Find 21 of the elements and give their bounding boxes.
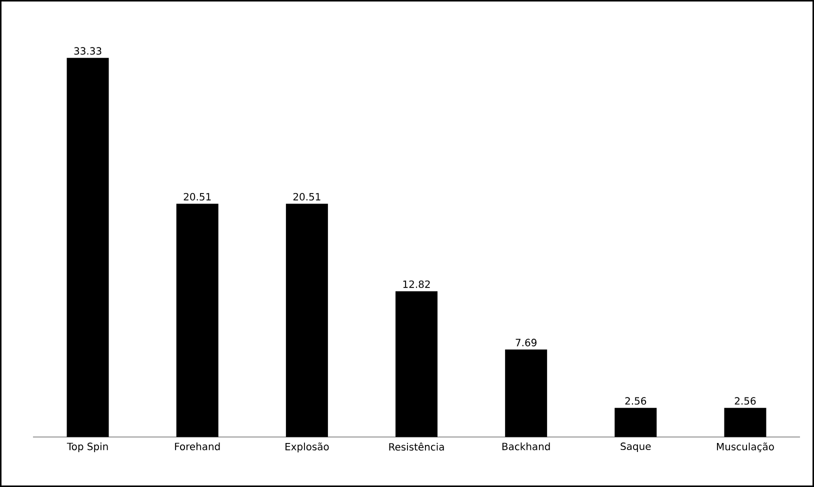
data-label: 33.33 [74, 47, 102, 55]
bar [176, 204, 218, 437]
data-label: 20.51 [293, 192, 320, 201]
bar [286, 204, 328, 437]
bar [724, 408, 766, 437]
x-tick-label: Top Spin [66, 442, 108, 452]
x-tick-label: Backhand [502, 442, 550, 450]
bar [614, 408, 657, 437]
data-label: 20.51 [184, 192, 211, 201]
x-tick-label: Resistência [389, 442, 444, 451]
data-label: 7.69 [516, 338, 536, 346]
data-label: 2.56 [734, 397, 756, 405]
bar [396, 291, 438, 437]
data-label: 2.56 [625, 397, 646, 405]
x-tick-label: Explosão [286, 442, 329, 452]
x-tick-label: Musculação [716, 442, 774, 452]
x-tick-label: Saque [620, 442, 651, 452]
bar [505, 350, 548, 437]
x-tick-label: Forehand [175, 442, 220, 450]
data-label: 12.82 [403, 280, 430, 288]
bar [66, 58, 109, 437]
